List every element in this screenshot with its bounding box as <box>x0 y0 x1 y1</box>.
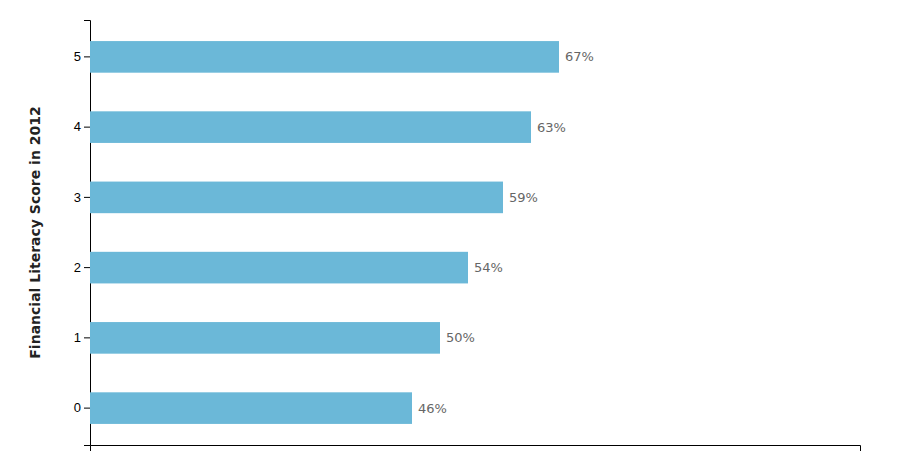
y-tick: 5 <box>74 49 90 64</box>
y-axis: 0 1 2 3 4 5 <box>74 21 91 446</box>
y-axis-title: Financial Literacy Score in 2012 <box>27 106 43 358</box>
y-tick-label: 1 <box>74 330 81 345</box>
bar <box>90 111 531 143</box>
y-tick-mark <box>84 408 90 409</box>
y-tick-mark <box>84 337 90 338</box>
y-tick: 3 <box>74 190 90 205</box>
y-tick-label: 3 <box>74 190 81 205</box>
y-tick: 4 <box>74 119 90 134</box>
plot: 0 1 2 3 4 5 Financial Literacy Score in 2012 46… <box>27 21 861 452</box>
chart: 0 1 2 3 4 5 Financial Literacy Score in 2012 46… <box>0 0 900 475</box>
y-tick: 1 <box>74 330 90 345</box>
y-tick-label: 4 <box>74 119 81 134</box>
bar <box>90 392 412 424</box>
x-axis-line <box>91 446 861 452</box>
data-label: 50% <box>446 330 475 345</box>
bars <box>90 41 559 424</box>
bar <box>90 322 440 354</box>
data-label: 67% <box>565 49 594 64</box>
data-label: 54% <box>474 260 503 275</box>
y-axis-line <box>84 21 91 446</box>
bar <box>90 182 503 214</box>
y-tick: 0 <box>74 400 90 415</box>
data-label: 59% <box>509 190 538 205</box>
y-tick-mark <box>84 267 90 268</box>
y-tick: 2 <box>74 260 90 275</box>
x-axis <box>91 446 861 452</box>
data-label: 63% <box>537 120 566 135</box>
bar <box>90 252 468 284</box>
y-tick-label: 2 <box>74 260 81 275</box>
y-tick-label: 0 <box>74 400 81 415</box>
y-tick-mark <box>84 127 90 128</box>
data-label: 46% <box>418 401 447 416</box>
y-tick-mark <box>84 197 90 198</box>
y-tick-label: 5 <box>74 49 81 64</box>
data-labels: 46% 50% 54% 59% 63% 67% <box>418 49 594 415</box>
y-tick-mark <box>84 56 90 57</box>
bar <box>90 41 559 73</box>
